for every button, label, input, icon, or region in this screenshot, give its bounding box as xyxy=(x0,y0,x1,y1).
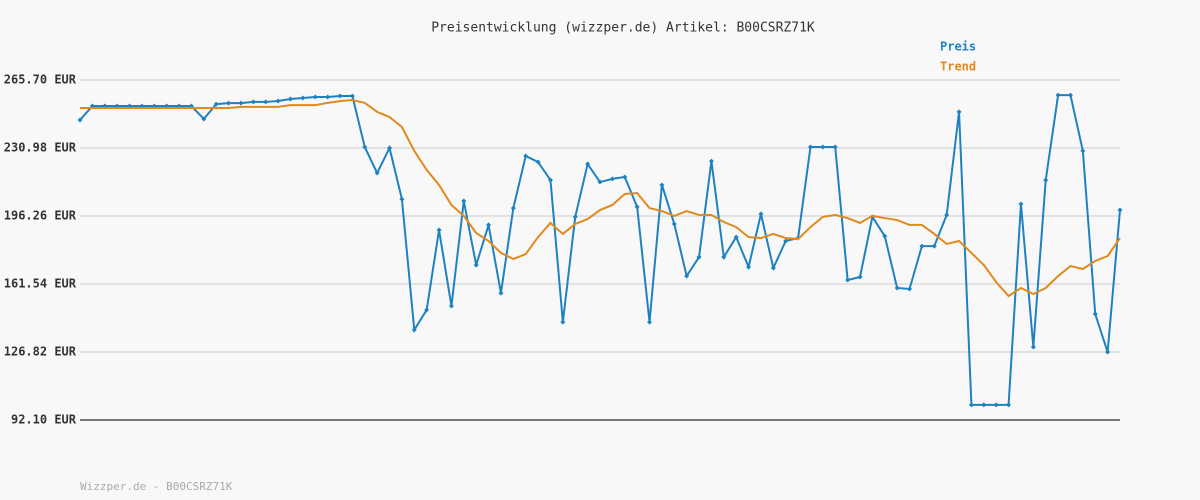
point-marker xyxy=(956,109,962,115)
point-marker xyxy=(622,174,628,180)
point-marker xyxy=(287,96,293,102)
point-marker xyxy=(1043,177,1049,183)
point-marker xyxy=(721,254,727,260)
point-marker xyxy=(1105,349,1111,355)
point-marker xyxy=(1055,92,1061,98)
point-marker xyxy=(770,265,776,271)
point-marker xyxy=(547,177,553,183)
point-marker xyxy=(1092,311,1098,317)
point-marker xyxy=(201,116,207,122)
point-marker xyxy=(647,319,653,325)
point-marker xyxy=(448,303,454,309)
point-marker xyxy=(510,205,516,211)
point-marker xyxy=(498,290,504,296)
point-marker xyxy=(696,254,702,260)
point-marker xyxy=(733,234,739,240)
point-marker xyxy=(597,179,603,185)
y-tick-label: 265.70 EUR xyxy=(4,73,77,87)
point-marker xyxy=(845,277,851,283)
point-marker xyxy=(560,319,566,325)
point-marker xyxy=(820,144,826,150)
point-marker xyxy=(399,196,405,202)
point-marker xyxy=(758,211,764,217)
point-marker xyxy=(746,264,752,270)
point-marker xyxy=(362,144,368,150)
point-marker xyxy=(535,159,541,165)
point-marker xyxy=(807,144,813,150)
point-marker xyxy=(250,99,256,105)
point-marker xyxy=(325,94,331,100)
chart-title: Preisentwicklung (wizzper.de) Artikel: B… xyxy=(431,21,815,36)
point-marker xyxy=(981,402,987,408)
point-marker xyxy=(708,158,714,164)
y-tick-label: 126.82 EUR xyxy=(4,345,77,359)
point-marker xyxy=(374,170,380,176)
point-marker xyxy=(1117,207,1123,213)
point-marker xyxy=(411,327,417,333)
point-marker xyxy=(436,227,442,233)
point-marker xyxy=(213,101,219,107)
point-marker xyxy=(486,222,492,228)
y-tick-label: 196.26 EUR xyxy=(4,209,77,223)
point-marker xyxy=(238,100,244,106)
point-marker xyxy=(882,233,888,239)
point-marker xyxy=(263,99,269,105)
point-marker xyxy=(919,243,925,249)
point-marker xyxy=(1080,148,1086,154)
y-tick-label: 230.98 EUR xyxy=(4,141,77,155)
point-marker xyxy=(684,273,690,279)
point-marker xyxy=(473,262,479,268)
point-marker xyxy=(337,93,343,99)
point-marker xyxy=(993,402,999,408)
point-marker xyxy=(585,161,591,167)
point-marker xyxy=(1018,201,1024,207)
point-marker xyxy=(523,153,529,159)
point-marker xyxy=(609,176,615,182)
point-marker xyxy=(907,286,913,292)
point-marker xyxy=(572,214,578,220)
point-marker xyxy=(1067,92,1073,98)
point-marker xyxy=(226,100,232,106)
point-marker xyxy=(968,402,974,408)
point-marker xyxy=(832,144,838,150)
point-marker xyxy=(300,95,306,101)
point-marker xyxy=(931,243,937,249)
point-marker xyxy=(387,145,393,151)
point-marker xyxy=(857,274,863,280)
point-marker xyxy=(461,198,467,204)
point-marker xyxy=(671,221,677,227)
point-marker xyxy=(1030,344,1036,350)
point-marker xyxy=(659,182,665,188)
legend-label: Trend xyxy=(940,60,976,74)
point-marker xyxy=(275,98,281,104)
point-marker xyxy=(944,212,950,218)
y-tick-label: 161.54 EUR xyxy=(4,277,77,291)
point-marker xyxy=(634,204,640,210)
point-marker xyxy=(424,307,430,313)
point-marker xyxy=(1006,402,1012,408)
point-marker xyxy=(783,238,789,244)
point-marker xyxy=(77,117,83,123)
footer: Wizzper.de - B00CSRZ71K xyxy=(80,480,233,493)
legend-label: Preis xyxy=(940,40,976,54)
y-tick-label: 92.10 EUR xyxy=(11,413,77,427)
series-line xyxy=(80,98,1121,298)
point-marker xyxy=(349,93,355,99)
point-marker xyxy=(312,94,318,100)
point-marker xyxy=(894,285,900,291)
